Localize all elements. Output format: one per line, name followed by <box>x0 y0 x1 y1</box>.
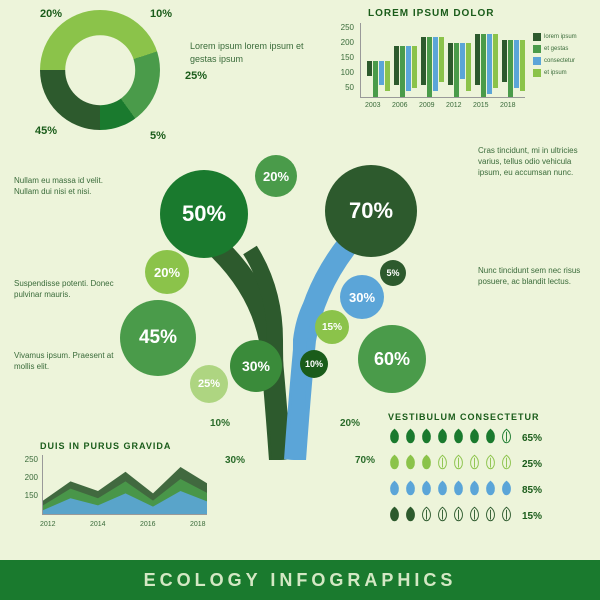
leaf-icon <box>468 480 481 501</box>
leaf-icon <box>484 428 497 449</box>
tree-bubble: 30% <box>230 340 282 392</box>
leaf-icon <box>404 454 417 475</box>
tree-bubble: 15% <box>315 310 349 344</box>
leaf-row: 25% <box>388 454 588 475</box>
donut-chart: 20%10%25%5%45% <box>10 10 190 130</box>
callout-label: 10% <box>210 418 230 429</box>
leaf-percent: 65% <box>522 433 542 444</box>
leaf-pictogram-section: VESTIBULUM CONSECTETUR 65% 25% 85% 15% <box>388 412 588 532</box>
leaf-icon <box>484 454 497 475</box>
leaf-icon <box>452 506 465 527</box>
leaf-icon <box>404 506 417 527</box>
leaf-row: 15% <box>388 506 588 527</box>
area-chart-section: DUIS IN PURUS GRAVIDA 250200150201220142… <box>12 441 212 530</box>
donut-label: 20% <box>40 8 62 20</box>
leaf-icon <box>468 428 481 449</box>
leaf-icon <box>452 480 465 501</box>
leaf-row: 85% <box>388 480 588 501</box>
body-text: Cras tincidunt, mi in ultricies varius, … <box>478 145 588 179</box>
area-chart-title: DUIS IN PURUS GRAVIDA <box>40 441 212 451</box>
leaf-icon <box>500 454 513 475</box>
leaf-icon <box>420 454 433 475</box>
leaf-icon <box>500 480 513 501</box>
leaf-icon <box>468 454 481 475</box>
leaf-icon <box>436 480 449 501</box>
tree-bubble: 70% <box>325 165 417 257</box>
footer-banner: ECOLOGY INFOGRAPHICS <box>0 560 600 600</box>
bar-chart-title: LOREM IPSUM DOLOR <box>368 8 588 19</box>
leaf-title: VESTIBULUM CONSECTETUR <box>388 412 588 422</box>
leaf-icon <box>452 428 465 449</box>
leaf-icon <box>436 428 449 449</box>
callout-label: 30% <box>225 455 245 466</box>
leaf-icon <box>388 480 401 501</box>
leaf-icon <box>436 506 449 527</box>
leaf-icon <box>484 480 497 501</box>
tree-bubble: 10% <box>300 350 328 378</box>
leaf-icon <box>500 428 513 449</box>
leaf-icon <box>388 428 401 449</box>
callout-label: 70% <box>355 455 375 466</box>
tree-bubble-chart: 50%20%70%20%45%25%30%5%30%15%10%60% <box>100 140 480 440</box>
leaf-icon <box>436 454 449 475</box>
leaf-icon <box>420 428 433 449</box>
leaf-icon <box>404 480 417 501</box>
body-text: Nunc tincidunt sem nec risus posuere, ac… <box>478 265 588 287</box>
tree-bubble: 45% <box>120 300 196 376</box>
tree-bubble: 30% <box>340 275 384 319</box>
donut-label: 45% <box>35 125 57 137</box>
leaf-icon <box>420 506 433 527</box>
tree-bubble: 60% <box>358 325 426 393</box>
donut-label: 25% <box>185 70 207 82</box>
tree-bubble: 25% <box>190 365 228 403</box>
leaf-row: 65% <box>388 428 588 449</box>
leaf-percent: 85% <box>522 485 542 496</box>
leaf-icon <box>484 506 497 527</box>
tree-bubble: 20% <box>145 250 189 294</box>
leaf-icon <box>420 480 433 501</box>
tree-bubble: 5% <box>380 260 406 286</box>
intro-text: Lorem ipsum lorem ipsum et gestas ipsum <box>190 40 320 65</box>
leaf-percent: 15% <box>522 511 542 522</box>
footer-title: ECOLOGY INFOGRAPHICS <box>144 570 457 591</box>
tree-bubble: 20% <box>255 155 297 197</box>
leaf-icon <box>388 454 401 475</box>
callout-label: 20% <box>340 418 360 429</box>
leaf-icon <box>388 506 401 527</box>
bar-chart-section: LOREM IPSUM DOLOR 2502001501005020032006… <box>328 8 588 113</box>
tree-bubble: 50% <box>160 170 248 258</box>
donut-label: 10% <box>150 8 172 20</box>
leaf-icon <box>468 506 481 527</box>
leaf-icon <box>500 506 513 527</box>
leaf-icon <box>452 454 465 475</box>
leaf-icon <box>404 428 417 449</box>
leaf-percent: 25% <box>522 459 542 470</box>
